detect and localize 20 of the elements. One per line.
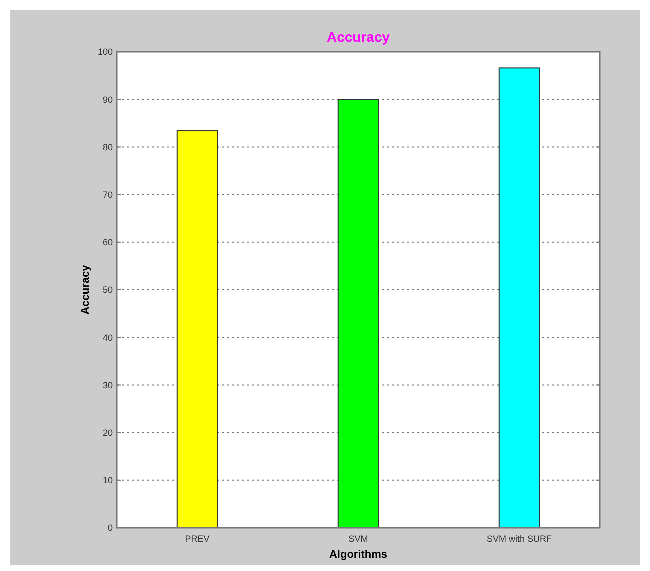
chart-title: Accuracy bbox=[326, 29, 390, 45]
y-tick-label: 10 bbox=[102, 476, 113, 486]
y-tick-label: 100 bbox=[98, 47, 113, 58]
x-axis-title: Algorithms bbox=[329, 549, 388, 561]
bar bbox=[176, 130, 218, 528]
y-tick-label: 60 bbox=[102, 238, 113, 248]
x-tick-label: PREV bbox=[185, 534, 210, 544]
x-tick-label: SVM bbox=[348, 534, 368, 544]
x-tick-label: SVM with SURF bbox=[486, 534, 553, 544]
y-tick-label: 40 bbox=[102, 332, 113, 343]
y-tick-label: 50 bbox=[102, 285, 113, 296]
y-tick-label: 80 bbox=[102, 142, 113, 152]
y-tick-label: 70 bbox=[102, 190, 113, 200]
y-tick-label: 30 bbox=[102, 380, 113, 390]
y-tick-label: 90 bbox=[102, 94, 113, 105]
bar bbox=[498, 68, 540, 528]
y-tick-label: 20 bbox=[102, 428, 113, 438]
y-tick-label: 0 bbox=[108, 523, 113, 534]
bar bbox=[338, 99, 380, 528]
y-axis-title: Accuracy bbox=[80, 264, 92, 315]
